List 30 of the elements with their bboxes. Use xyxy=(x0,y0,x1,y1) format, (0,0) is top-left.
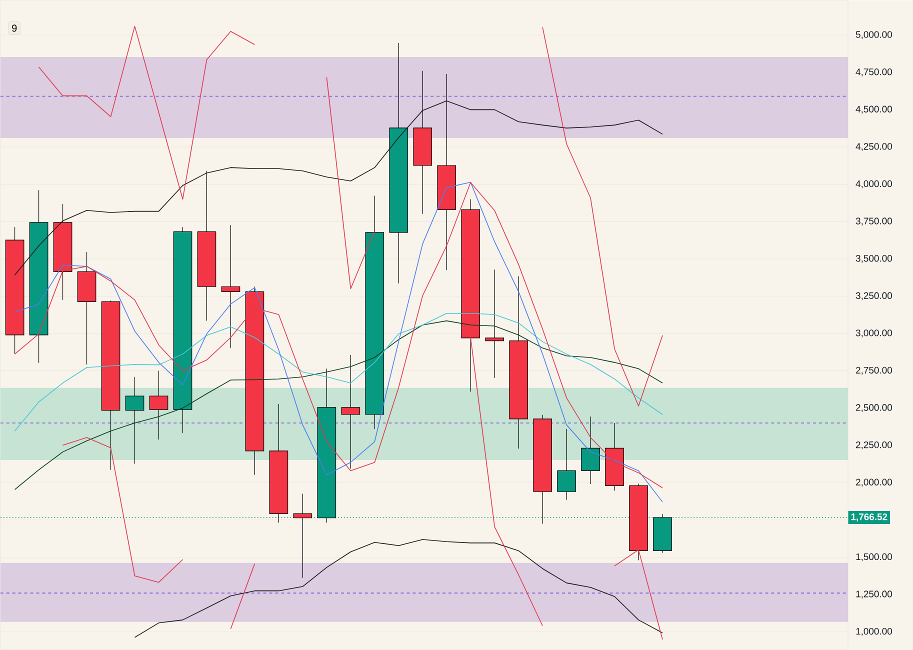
y-tick-label: 4,500.00 xyxy=(856,106,892,114)
y-tick-label: 5,000.00 xyxy=(856,31,892,39)
y-tick-label: 3,500.00 xyxy=(856,254,892,263)
y-tick-label: 2,500.00 xyxy=(856,404,892,412)
line-series xyxy=(14,312,663,432)
y-tick-label: 1,250.00 xyxy=(856,590,892,598)
candlestick xyxy=(341,354,360,469)
candlestick xyxy=(125,376,144,464)
y-tick-label: 4,750.00 xyxy=(856,68,892,76)
annotation: 9 xyxy=(12,24,17,32)
y-tick-label: 3,000.00 xyxy=(856,330,892,338)
candlestick xyxy=(581,416,600,484)
candlestick xyxy=(221,224,240,348)
y-tick-label: 2,000.00 xyxy=(856,478,892,487)
y-tick-label: 3,250.00 xyxy=(856,292,892,300)
candlestick xyxy=(149,370,168,440)
ref-line-label: 1,766.52 xyxy=(851,513,888,522)
candlestick xyxy=(557,428,576,500)
y-tick-label: 1,500.00 xyxy=(856,553,892,562)
y-tick-label: 1,000.00 xyxy=(856,628,892,636)
candlestick xyxy=(485,269,504,378)
line-series xyxy=(14,320,663,490)
candlestick xyxy=(293,493,312,578)
y-tick-label: 3,750.00 xyxy=(856,218,892,226)
y-tick-label: 2,750.00 xyxy=(856,366,892,375)
line-series xyxy=(134,539,663,638)
y-tick-label: 2,250.00 xyxy=(856,441,892,450)
y-tick-label: 4,000.00 xyxy=(856,180,892,188)
y-tick-label: 4,250.00 xyxy=(856,143,892,151)
line-series xyxy=(14,100,663,276)
